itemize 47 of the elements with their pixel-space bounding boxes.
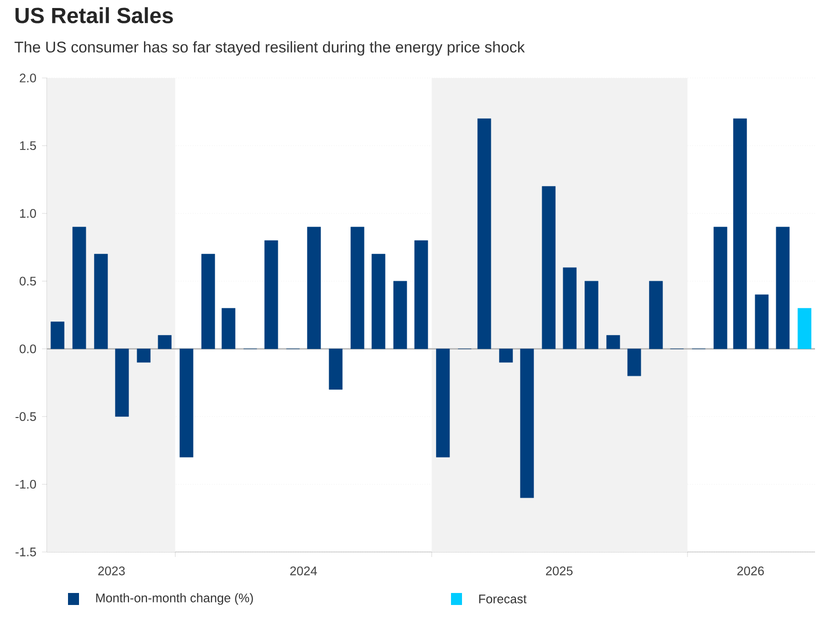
y-tick-label: 0.0 (20, 344, 36, 354)
y-tick-label: -1.5 (16, 548, 36, 556)
bar (776, 226, 790, 349)
chart-subtitle: The US consumer has so far stayed resilient during the energy price shock (14, 41, 525, 56)
bar (94, 254, 108, 349)
bar (136, 348, 151, 363)
bar (499, 348, 513, 363)
bar (477, 118, 492, 349)
bar (606, 335, 620, 349)
x-tick-label: 2024 (290, 566, 317, 576)
chart-title: US Retail Sales (16, 7, 173, 24)
bar (222, 308, 236, 349)
bar (372, 254, 386, 349)
bar (542, 186, 556, 349)
bar (714, 226, 728, 349)
legend-label: Forecast (479, 594, 527, 604)
bar (328, 348, 343, 390)
bar (649, 280, 663, 349)
bar (584, 280, 598, 349)
y-tick-label: -1.0 (16, 480, 36, 489)
bar (72, 226, 86, 349)
bar (733, 118, 747, 349)
y-tick-label: 0.5 (20, 276, 36, 286)
bar (50, 322, 64, 349)
bar (158, 335, 172, 349)
bar (264, 240, 278, 349)
bar (627, 348, 642, 376)
x-tick-label: 2023 (98, 566, 125, 576)
bar (180, 348, 194, 458)
bar (754, 294, 769, 349)
bar (350, 226, 364, 349)
bar (393, 280, 407, 349)
bar (115, 348, 129, 417)
y-tick-label: -0.5 (16, 412, 36, 421)
x-tick-label: 2026 (737, 566, 764, 576)
y-tick-label: 1.0 (20, 209, 36, 218)
bar (798, 308, 812, 349)
bar (414, 240, 428, 349)
x-tick-label: 2025 (546, 566, 573, 576)
bar (562, 267, 577, 349)
y-tick-label: 2.0 (20, 74, 36, 82)
y-tick-label: 1.5 (20, 141, 36, 150)
bar (520, 348, 534, 498)
legend-label: Month-on-month change (%) (96, 593, 253, 605)
bar (201, 254, 215, 349)
bar (436, 348, 450, 458)
bar (307, 226, 321, 349)
